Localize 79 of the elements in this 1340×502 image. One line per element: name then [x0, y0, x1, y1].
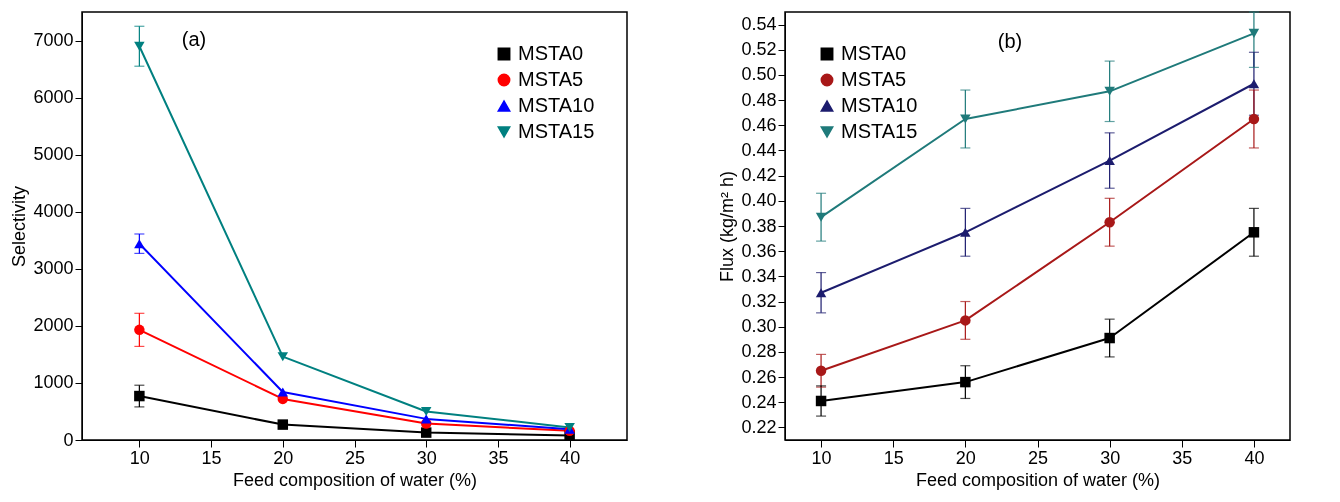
- x-tick-label: 25: [344, 447, 366, 468]
- point: [815, 365, 827, 376]
- y-tick-label: 0.22: [741, 416, 777, 437]
- y-tick-label: 0.46: [741, 114, 777, 135]
- x-axis-title: Feed composition of water (%): [915, 469, 1161, 490]
- point: [815, 395, 827, 407]
- point: [134, 239, 145, 249]
- point: [815, 212, 827, 222]
- y-tick-label: 3000: [33, 258, 74, 279]
- point: [1104, 332, 1115, 344]
- y-tick-label: 0.32: [741, 291, 777, 312]
- legend-label: MSTA5: [518, 68, 584, 90]
- y-tick-label: 0.28: [741, 341, 777, 362]
- y-tick-label: 7000: [33, 30, 74, 51]
- x-tick-label: 15: [883, 447, 904, 468]
- legend-label: MSTA10: [518, 94, 595, 116]
- point: [1104, 86, 1115, 96]
- point: [1104, 216, 1115, 228]
- x-tick-label: 20: [273, 447, 294, 468]
- y-tick-label: 4000: [33, 201, 74, 222]
- legend-label: MSTA5: [841, 68, 907, 90]
- annotation: (b): [997, 30, 1023, 52]
- x-tick-label: 30: [1100, 447, 1121, 468]
- y-tick-label: 1000: [33, 372, 74, 393]
- x-axis-title: Feed composition of water (%): [232, 469, 478, 490]
- y-tick-label: 0.24: [741, 391, 777, 412]
- x-tick-label: 30: [416, 447, 437, 468]
- y-tick-label: 0.42: [741, 165, 777, 186]
- point: [1248, 79, 1260, 89]
- legend-label: MSTA10: [841, 94, 918, 116]
- x-tick-label: 10: [811, 447, 832, 468]
- y-tick-label: 0.26: [741, 366, 777, 387]
- y-tick-label: 0.54: [741, 14, 777, 35]
- point: [1104, 156, 1115, 166]
- annotation: (a): [181, 28, 207, 50]
- y-tick-label: 0.34: [741, 265, 777, 286]
- point: [277, 387, 289, 397]
- y-tick-label: 0.44: [741, 139, 777, 160]
- legend-label: MSTA15: [841, 120, 918, 142]
- legend-label: MSTA0: [841, 42, 907, 64]
- point: [277, 419, 289, 430]
- point: [960, 376, 971, 388]
- y-tick-label: 2000: [33, 315, 74, 336]
- point: [960, 114, 971, 124]
- point: [1248, 113, 1260, 125]
- point: [134, 41, 145, 51]
- point: [420, 427, 432, 438]
- x-tick-label: 35: [488, 447, 509, 468]
- y-axis-title: Flux (kg/m² h): [717, 170, 738, 283]
- y-tick-label: 0.40: [741, 190, 777, 211]
- point: [815, 288, 827, 298]
- point: [1248, 28, 1260, 38]
- x-tick-label: 35: [1172, 447, 1193, 468]
- point: [134, 390, 145, 402]
- legend-label: MSTA0: [518, 42, 584, 64]
- y-tick-label: 0: [63, 429, 74, 450]
- y-tick-label: 0.48: [741, 89, 777, 110]
- y-tick-label: 0.50: [741, 64, 777, 85]
- point: [134, 324, 145, 336]
- point: [277, 352, 289, 362]
- point: [420, 414, 432, 424]
- legend-label: MSTA15: [518, 120, 595, 142]
- x-tick-label: 25: [1027, 447, 1049, 468]
- y-tick-label: 0.30: [741, 316, 777, 337]
- y-tick-label: 0.36: [741, 240, 777, 261]
- y-tick-label: 6000: [33, 87, 74, 108]
- y-axis-title: Selectivity: [9, 185, 30, 268]
- x-tick-label: 40: [1244, 447, 1265, 468]
- x-tick-label: 10: [129, 447, 150, 468]
- point: [960, 315, 971, 326]
- y-tick-label: 5000: [33, 144, 74, 165]
- x-tick-label: 15: [201, 447, 222, 468]
- point: [420, 406, 432, 417]
- y-tick-label: 0.38: [741, 215, 777, 236]
- point: [1248, 227, 1260, 238]
- point: [960, 227, 971, 237]
- x-tick-label: 40: [560, 447, 581, 468]
- x-tick-label: 20: [955, 447, 976, 468]
- y-tick-label: 0.52: [741, 39, 777, 60]
